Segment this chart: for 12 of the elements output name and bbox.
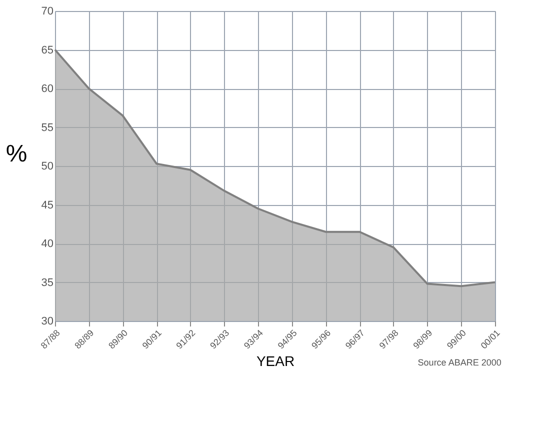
y-axis-title: %	[6, 140, 28, 168]
y-tick-label: 55	[41, 122, 54, 134]
y-tick-label: 45	[41, 199, 54, 212]
y-tick-label: 65	[41, 44, 54, 56]
y-tick-label: 70	[41, 6, 54, 18]
y-tick-label: 35	[41, 276, 54, 289]
x-axis-title: YEAR	[256, 352, 295, 369]
y-tick-label: 50	[41, 160, 54, 172]
source-note: Source ABARE 2000	[418, 357, 502, 368]
y-tick-label: 40	[41, 238, 54, 250]
y-tick-label: 30	[41, 316, 54, 328]
y-tick-label: 60	[41, 83, 54, 95]
